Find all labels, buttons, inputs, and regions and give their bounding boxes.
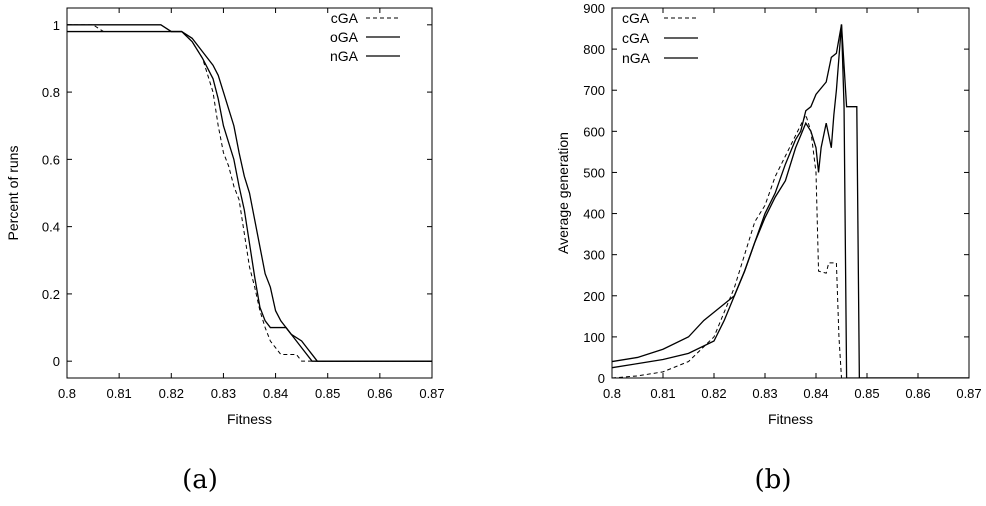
y-tick-label: 0 [598,371,605,386]
y-tick-label: 300 [583,248,605,263]
y-tick-label: 900 [583,1,605,16]
x-tick-label: 0.82 [159,386,184,401]
legend-label-nga: nGA [622,50,651,66]
x-axis-label: Fitness [768,411,813,427]
y-tick-label: 700 [583,83,605,98]
y-tick-label: 600 [583,124,605,139]
legend-label-cga: cGA [331,10,359,26]
x-tick-label: 0.84 [803,386,828,401]
series-group [612,24,969,378]
y-tick-label: 1 [53,18,60,33]
chart-panel-2: 0.8 0.81 0.82 0.83 0.84 0.85 0.86 0.87 0 100 200 30… [555,1,982,495]
chart-panel-1: 0.8 0.81 0.82 0.83 0.84 0.85 0.86 0.8700.20.40.… [5,7,445,495]
series-line-cga-1 [612,113,969,378]
legend-label-cga: cGA [622,30,650,46]
x-tick-label: 0.83 [211,386,236,401]
x-tick-label: 0.87 [956,386,981,401]
legend-label-oga: oGA [330,29,359,45]
series-line-oga-2 [67,24,432,362]
x-tick-label: 0.86 [367,386,392,401]
panel-caption: (b) [755,465,792,495]
y-tick-label: 0 [53,354,60,369]
y-tick-label: 500 [583,165,605,180]
plot-frame [611,7,970,379]
y-tick-label: 200 [583,289,605,304]
x-tick-label: 0.8 [603,386,621,401]
series-line-nga-3 [67,30,432,362]
plot-frame [66,7,433,379]
y-tick-label: 0.4 [42,220,60,235]
x-tick-label: 0.83 [752,386,777,401]
y-tick-label: 800 [583,42,605,57]
series-line-cga-1 [67,24,432,362]
x-tick-label: 0.82 [701,386,726,401]
x-axis-label: Fitness [227,411,272,427]
legend-label-nga: nGA [330,48,359,64]
panel-caption: (a) [182,465,218,495]
x-tick-label: 0.81 [650,386,675,401]
legend: cGA oGA nGA [330,10,400,64]
series-line-nga-3 [612,24,969,378]
x-tick-label: 0.86 [905,386,930,401]
series-group [67,24,432,362]
series-line-cga-2 [612,24,969,378]
x-tick-label: 0.84 [263,386,288,401]
legend-label-cga: cGA [622,10,650,26]
y-tick-label: 100 [583,330,605,345]
y-tick-label: 400 [583,207,605,222]
y-axis-label: Average generation [555,132,571,254]
x-tick-label: 0.87 [419,386,444,401]
legend: cGA cGA nGA [622,10,698,66]
x-tick-label: 0.8 [58,386,76,401]
y-axis-label: Percent of runs [5,146,21,241]
y-tick-label: 0.6 [42,152,60,167]
y-tick-label: 0.2 [42,287,60,302]
y-tick-label: 0.8 [42,85,60,100]
x-tick-label: 0.81 [106,386,131,401]
x-tick-label: 0.85 [315,386,340,401]
x-tick-label: 0.85 [854,386,879,401]
